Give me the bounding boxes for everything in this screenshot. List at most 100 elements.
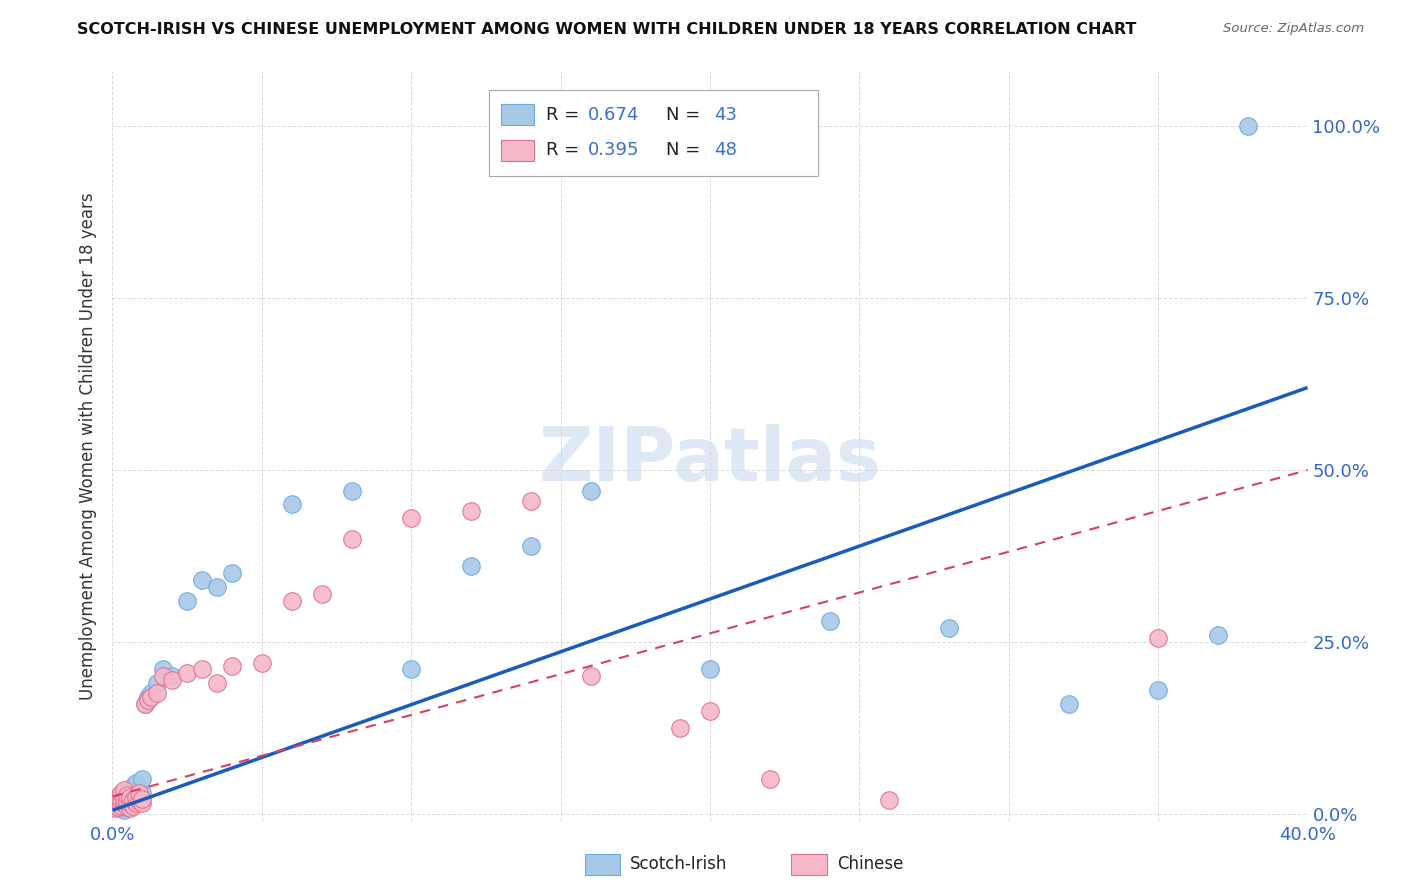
Point	[281, 593, 304, 607]
Point	[250, 656, 273, 670]
Point	[176, 665, 198, 680]
Point	[205, 580, 228, 594]
Text: Chinese: Chinese	[837, 855, 903, 873]
Point	[128, 786, 150, 800]
Point	[879, 793, 901, 807]
Point	[401, 662, 423, 676]
Point	[110, 798, 132, 813]
Point	[699, 704, 721, 718]
Point	[122, 793, 145, 807]
Point	[141, 686, 163, 700]
Point	[138, 693, 160, 707]
Point	[117, 794, 139, 808]
Point	[131, 772, 153, 787]
Point	[1237, 120, 1260, 134]
Point	[120, 789, 142, 804]
Point	[104, 797, 127, 811]
Point	[520, 539, 543, 553]
Point	[520, 494, 543, 508]
Point	[122, 798, 145, 813]
Text: 43: 43	[714, 106, 737, 124]
Point	[128, 794, 150, 808]
Point	[340, 483, 363, 498]
Point	[117, 788, 139, 802]
Point	[107, 800, 129, 814]
Point	[131, 797, 153, 811]
Point	[104, 801, 127, 815]
Point	[141, 690, 163, 704]
Point	[460, 504, 482, 518]
Bar	[585, 854, 620, 874]
Point	[1206, 628, 1229, 642]
Point	[579, 669, 602, 683]
Point	[125, 776, 148, 790]
Point	[759, 772, 782, 787]
Point	[110, 786, 132, 800]
Point	[205, 676, 228, 690]
Point	[162, 673, 183, 687]
Point	[107, 794, 129, 808]
Point	[138, 690, 160, 704]
Point	[699, 662, 721, 676]
Point	[107, 797, 129, 811]
Point	[311, 587, 333, 601]
Text: 0.674: 0.674	[588, 106, 640, 124]
Point	[128, 794, 150, 808]
Point	[146, 686, 169, 700]
Point	[146, 676, 169, 690]
Point	[460, 559, 482, 574]
Point	[191, 662, 214, 676]
Point	[131, 786, 153, 800]
Point	[1057, 697, 1080, 711]
Bar	[489, 90, 818, 177]
Point	[340, 532, 363, 546]
Text: R =: R =	[547, 141, 585, 159]
Point	[1147, 683, 1170, 698]
Point	[152, 669, 174, 683]
Point	[117, 800, 139, 814]
Point	[120, 797, 142, 811]
Text: R =: R =	[547, 106, 585, 124]
Point	[125, 797, 148, 811]
Point	[110, 793, 132, 807]
Point	[110, 789, 132, 804]
Point	[110, 801, 132, 815]
Text: 0.395: 0.395	[588, 141, 640, 159]
Point	[281, 498, 304, 512]
Point	[125, 789, 148, 804]
Point	[122, 793, 145, 807]
Point	[125, 789, 148, 804]
Point	[818, 615, 841, 629]
Point	[134, 697, 156, 711]
Point	[162, 669, 183, 683]
Text: Source: ZipAtlas.com: Source: ZipAtlas.com	[1223, 22, 1364, 36]
Bar	[501, 104, 534, 125]
Text: N =: N =	[666, 106, 706, 124]
Point	[114, 797, 135, 811]
Point	[176, 593, 198, 607]
Bar	[792, 854, 827, 874]
Point	[104, 793, 127, 807]
Point	[114, 803, 135, 817]
Point	[117, 800, 139, 814]
Point	[114, 794, 135, 808]
Point	[117, 791, 139, 805]
Point	[401, 511, 423, 525]
Point	[221, 566, 243, 581]
Point	[120, 801, 142, 815]
Bar	[501, 139, 534, 161]
Point	[114, 782, 135, 797]
Point	[120, 797, 142, 811]
Point	[110, 798, 132, 813]
Point	[152, 662, 174, 676]
Point	[107, 800, 129, 814]
Text: Scotch-Irish: Scotch-Irish	[630, 855, 727, 873]
Point	[114, 791, 135, 805]
Point	[107, 789, 129, 804]
Point	[221, 659, 243, 673]
Point	[579, 483, 602, 498]
Point	[938, 621, 960, 635]
Point	[1147, 632, 1170, 646]
Y-axis label: Unemployment Among Women with Children Under 18 years: Unemployment Among Women with Children U…	[79, 192, 97, 700]
Text: SCOTCH-IRISH VS CHINESE UNEMPLOYMENT AMONG WOMEN WITH CHILDREN UNDER 18 YEARS CO: SCOTCH-IRISH VS CHINESE UNEMPLOYMENT AMO…	[77, 22, 1136, 37]
